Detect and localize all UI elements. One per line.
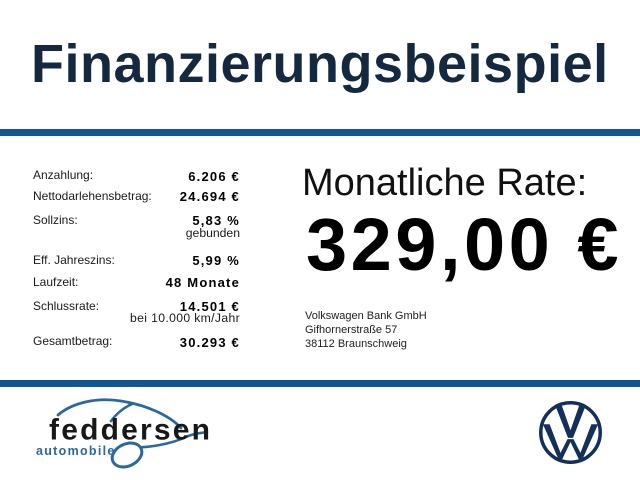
svg-text:feddersen: feddersen bbox=[49, 414, 212, 447]
svg-text:automobile: automobile bbox=[36, 444, 116, 458]
